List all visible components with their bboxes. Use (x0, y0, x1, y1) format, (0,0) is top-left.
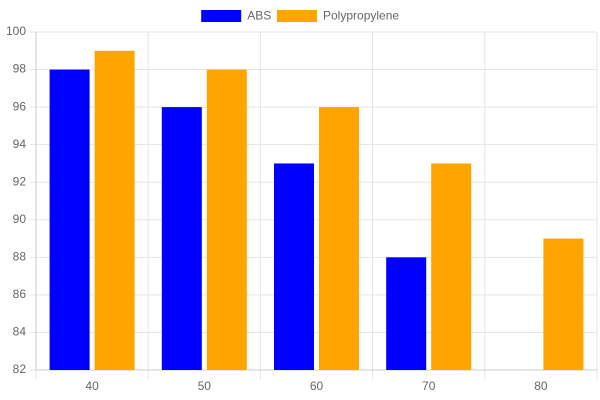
x-tick-label: 80 (534, 379, 548, 393)
bar (161, 107, 202, 370)
bar (319, 107, 359, 370)
y-tick-label: 100 (6, 24, 26, 38)
bar (206, 69, 247, 371)
legend-label[interactable]: ABS (247, 9, 271, 23)
bar (49, 69, 90, 371)
bar (431, 163, 472, 370)
bar (274, 163, 314, 370)
bar (386, 257, 427, 370)
bar (543, 238, 584, 370)
y-tick-label: 96 (13, 99, 27, 113)
y-tick-label: 94 (13, 137, 27, 151)
legend-swatch[interactable] (201, 10, 242, 22)
x-tick-label: 60 (310, 379, 324, 393)
y-tick-label: 98 (13, 62, 27, 76)
bar (94, 50, 135, 371)
legend-label[interactable]: Polypropylene (323, 9, 399, 23)
y-tick-label: 90 (13, 212, 27, 226)
y-tick-label: 82 (13, 362, 27, 376)
y-tick-label: 86 (13, 287, 27, 301)
x-tick-label: 70 (422, 379, 436, 393)
legend-swatch[interactable] (277, 10, 317, 22)
y-tick-label: 84 (13, 325, 27, 339)
y-tick-label: 92 (13, 174, 27, 188)
y-tick-label: 88 (13, 250, 27, 264)
x-tick-label: 40 (85, 379, 99, 393)
x-tick-label: 50 (198, 379, 212, 393)
